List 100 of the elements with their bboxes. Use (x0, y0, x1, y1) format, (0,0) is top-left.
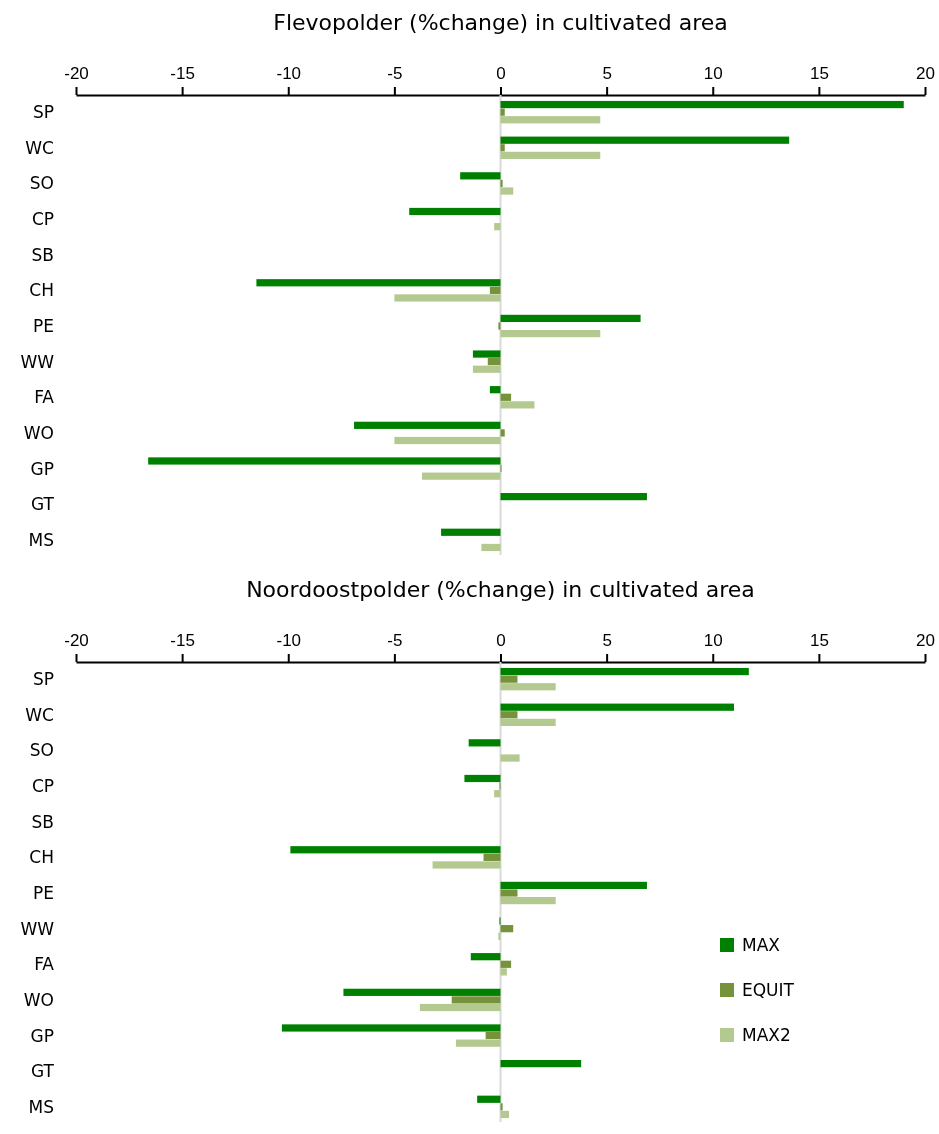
x-tick-label: 20 (916, 630, 935, 650)
bar (500, 667, 749, 676)
y-tick-label: FA (34, 954, 55, 975)
bar (500, 683, 556, 691)
y-tick-label: PE (33, 882, 54, 903)
x-tick-label: -5 (387, 630, 403, 650)
x-tick-label: 5 (602, 63, 612, 83)
y-tick-label: SB (31, 811, 54, 832)
bar (494, 790, 501, 798)
bar (500, 925, 514, 933)
bar (394, 294, 501, 302)
x-tick-label: 5 (602, 630, 612, 650)
y-tick-label: SO (29, 740, 54, 761)
bar (487, 358, 501, 366)
bar (500, 718, 556, 726)
bar (500, 754, 520, 762)
x-tick-label: -5 (387, 63, 403, 83)
legend-label: MAX2 (742, 1024, 791, 1045)
x-tick-label: 10 (703, 630, 723, 650)
y-tick-label: WO (23, 422, 54, 443)
bar (489, 386, 501, 394)
y-tick-label: CH (29, 280, 54, 301)
bar (500, 179, 503, 188)
bar (290, 846, 501, 854)
x-tick-label: 10 (703, 63, 723, 83)
bar (500, 401, 535, 409)
bar (498, 932, 501, 940)
bar (354, 421, 501, 429)
bar (483, 853, 501, 861)
bar (500, 187, 514, 195)
y-tick-label: CH (29, 847, 54, 868)
y-tick-label: GT (31, 494, 55, 515)
x-tick-label: 0 (496, 63, 506, 83)
y-tick-label: FA (34, 387, 55, 408)
y-tick-label: GP (30, 1025, 54, 1046)
bar (500, 329, 601, 338)
y-tick-label: WO (23, 989, 54, 1010)
x-tick-label: 15 (809, 630, 829, 650)
y-tick-label: SP (32, 669, 54, 690)
bar (281, 1024, 501, 1032)
bar (500, 896, 556, 905)
bar (464, 774, 501, 783)
y-tick-label: GP (30, 458, 54, 479)
bar (419, 1003, 501, 1012)
bar (500, 393, 512, 401)
y-tick-label: CP (31, 209, 54, 230)
bar (485, 1031, 501, 1040)
chart-title: Flevopolder (%change) in cultivated area (273, 10, 728, 35)
bar (500, 136, 790, 144)
chart-title: Noordoostpolder (%change) in cultivated area (246, 577, 755, 602)
bar (468, 739, 501, 747)
bar (500, 429, 505, 437)
bar (472, 365, 501, 373)
x-tick-label: -15 (170, 630, 195, 650)
bar (394, 436, 501, 445)
x-tick-label: -20 (64, 63, 89, 83)
legend-label: MAX (742, 934, 781, 955)
bar (421, 472, 501, 480)
bar (441, 528, 501, 536)
x-tick-label: -10 (276, 63, 302, 83)
bar (432, 861, 501, 869)
bar (460, 172, 501, 180)
bar (451, 996, 501, 1004)
bar (500, 151, 601, 159)
bar (500, 1103, 503, 1111)
bar (481, 543, 501, 552)
bar (500, 968, 507, 976)
bar (500, 144, 505, 152)
x-tick-label: 20 (916, 63, 935, 83)
bar (500, 1110, 509, 1119)
bar (409, 207, 501, 216)
bar (477, 1095, 501, 1103)
bar (500, 889, 518, 897)
bar (500, 675, 518, 683)
y-tick-label: MS (28, 529, 54, 550)
bar (148, 457, 501, 465)
bar (494, 223, 501, 231)
bar (470, 953, 501, 961)
y-tick-label: PE (33, 315, 54, 336)
y-tick-label: SO (29, 173, 54, 194)
bar (500, 116, 601, 124)
x-tick-label: -15 (170, 63, 195, 83)
bar (500, 108, 505, 116)
bar (472, 350, 501, 358)
bar (489, 286, 501, 294)
y-tick-label: CP (31, 776, 54, 797)
legend-label: EQUIT (742, 979, 795, 1000)
y-tick-label: WW (20, 918, 55, 939)
x-tick-label: 15 (809, 63, 829, 83)
bar (500, 100, 904, 109)
y-tick-label: WC (25, 137, 54, 158)
x-tick-label: -20 (64, 630, 89, 650)
y-tick-label: MS (28, 1096, 54, 1117)
x-tick-label: -10 (276, 630, 302, 650)
y-tick-label: WW (20, 351, 55, 372)
bar (500, 881, 647, 890)
y-tick-label: GT (31, 1061, 55, 1082)
y-tick-label: SB (31, 244, 54, 265)
bar (498, 322, 501, 330)
bar (500, 1060, 582, 1068)
